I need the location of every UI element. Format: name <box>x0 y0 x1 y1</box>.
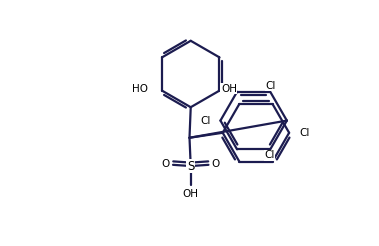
Text: S: S <box>187 160 194 172</box>
Text: Cl: Cl <box>201 116 211 125</box>
Text: Cl: Cl <box>266 81 276 91</box>
Text: HO: HO <box>132 84 149 94</box>
Text: O: O <box>212 159 220 169</box>
Text: O: O <box>161 159 170 169</box>
Text: Cl: Cl <box>299 128 309 138</box>
Text: Cl: Cl <box>265 151 275 160</box>
Text: OH: OH <box>221 84 237 94</box>
Text: OH: OH <box>183 189 199 200</box>
